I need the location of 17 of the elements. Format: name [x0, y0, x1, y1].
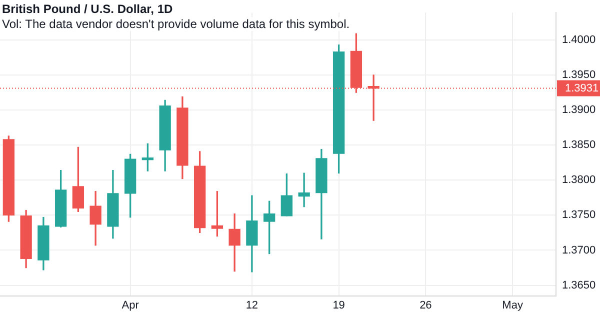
chart-title: British Pound / U.S. Dollar, 1D [2, 2, 173, 16]
chart-subtitle: Vol: The data vendor doesn't provide volume data for this symbol. [2, 17, 350, 31]
x-tick-label: 19 [332, 299, 345, 312]
y-tick-label: 1.3800 [562, 174, 596, 186]
y-tick-label: 1.3750 [562, 209, 596, 222]
x-tick-label: May [502, 299, 524, 312]
x-tick-label: Apr [122, 299, 140, 312]
candlestick [298, 172, 310, 208]
y-tick-label: 1.4000 [562, 34, 596, 46]
x-tick-label: 26 [420, 299, 432, 312]
y-tick-label: 1.3700 [562, 244, 596, 256]
y-tick-label: 1.3950 [562, 69, 596, 82]
y-tick-label: 1.3850 [562, 139, 596, 152]
y-tick-label: 1.3900 [562, 104, 596, 116]
ref-line-label: 1.3931 [565, 82, 599, 94]
x-tick-label: 12 [246, 299, 258, 312]
y-tick-label: 1.3650 [562, 279, 596, 292]
